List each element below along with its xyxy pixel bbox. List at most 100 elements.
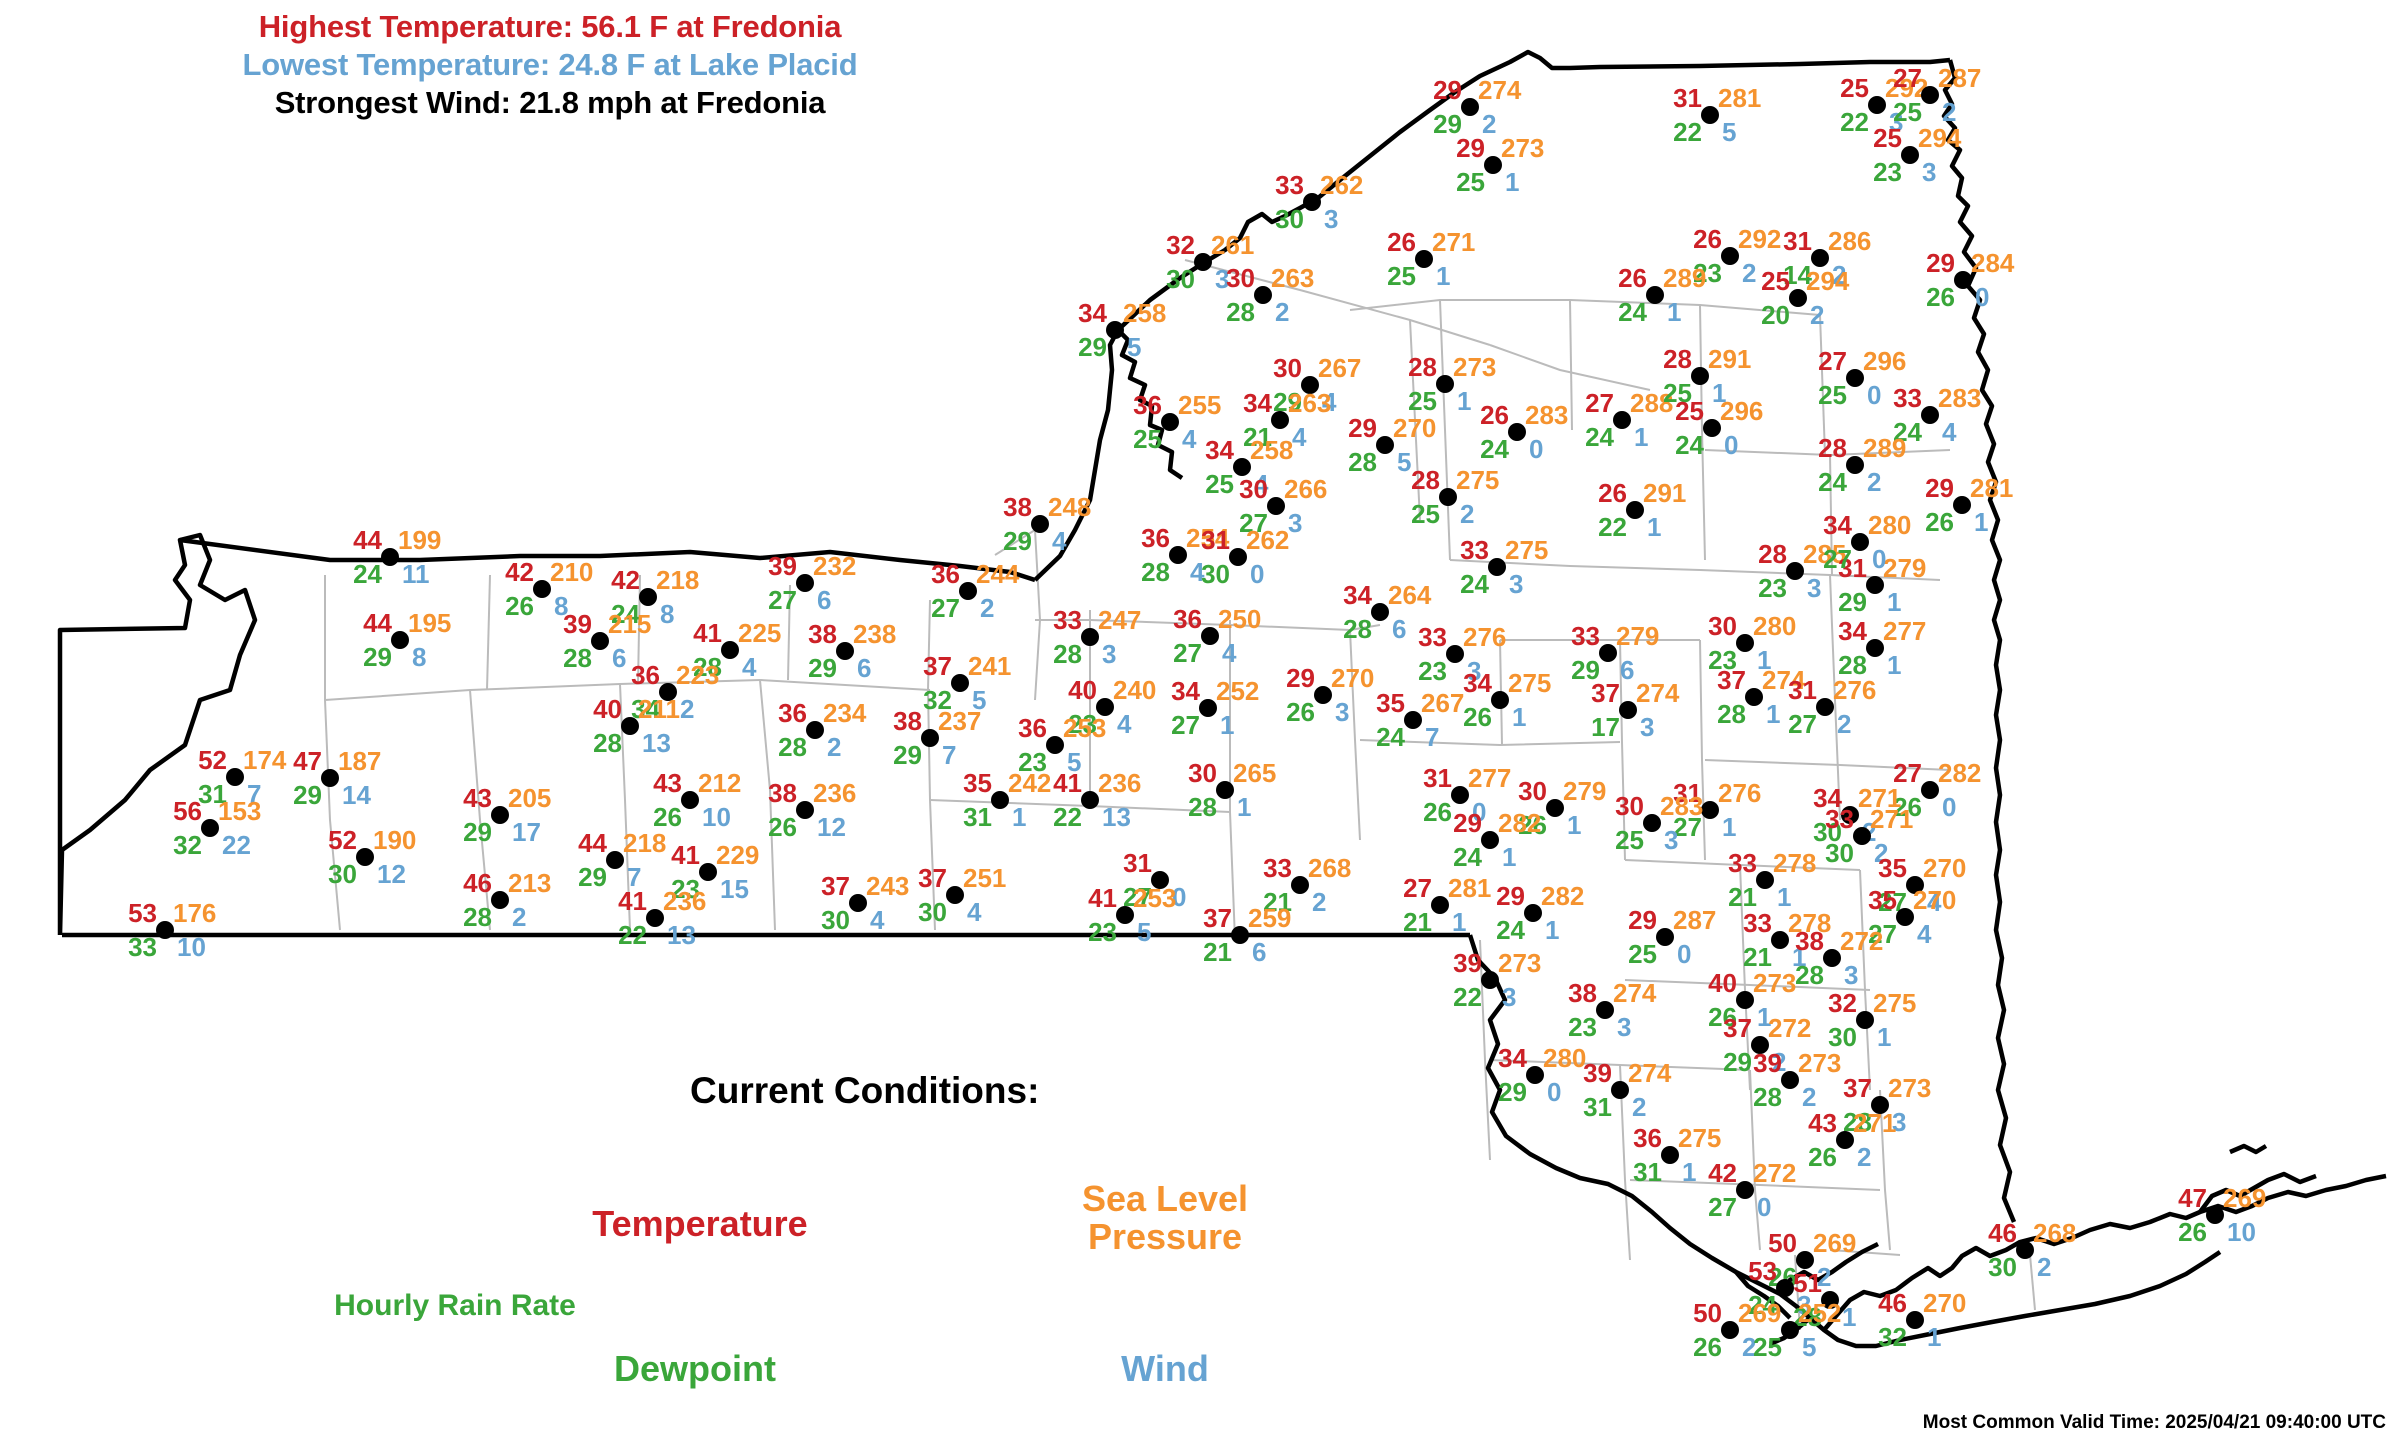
station-dot-icon [921,729,939,747]
station-wind-value: 3 [1807,573,1822,603]
station-dewpoint-value: 20 [1761,300,1790,330]
station-pressure-value: 266 [1284,474,1328,504]
station-pressure-value: 205 [508,783,552,813]
station-dot-icon [991,791,1009,809]
station-pressure-value: 218 [656,565,700,595]
station-dewpoint-value: 24 [1618,297,1647,327]
station-temperature-value: 34 [1838,616,1867,646]
station-dewpoint-value: 23 [1758,573,1787,603]
station-dot-icon [1871,1096,1889,1114]
station-wind-value: 13 [642,728,671,758]
station-wind-value: 22 [222,830,251,860]
station-pressure-value: 243 [866,871,910,901]
station-pressure-value: 263 [1271,263,1315,293]
station-dot-icon [1596,1001,1614,1019]
station-dot-icon [1906,1311,1924,1329]
station-dot-icon [1846,369,1864,387]
station-pressure-value: 292 [1738,224,1782,254]
station-temperature-value: 29 [1926,248,1955,278]
station-dewpoint-value: 23 [1088,917,1117,947]
station-pressure-value: 275 [1678,1123,1722,1153]
station-pressure-value: 268 [2033,1218,2077,1248]
station-temperature-value: 32 [1828,988,1857,1018]
station-dewpoint-value: 23 [1018,747,1047,777]
station-pressure-value: 263 [1288,388,1332,418]
station-dewpoint-value: 24 [611,599,640,629]
station-wind-value: 0 [1867,380,1882,410]
station-temperature-value: 33 [1728,848,1757,878]
station-temperature-value: 36 [1133,390,1162,420]
station-dewpoint-value: 28 [1053,639,1082,669]
station-wind-value: 1 [1927,1322,1942,1352]
station-dewpoint-value: 31 [963,802,992,832]
station-pressure-value: 286 [1828,226,1872,256]
station-wind-value: 3 [1215,264,1230,294]
station-pressure-value: 288 [1630,388,1674,418]
station-temperature-value: 36 [1173,604,1202,634]
station-wind-value: 10 [702,802,731,832]
station-dot-icon [1439,488,1457,506]
station-temperature-value: 27 [1585,388,1614,418]
station-wind-value: 11 [402,559,430,589]
station-temperature-value: 38 [893,706,922,736]
station-wind-value: 1 [1502,842,1517,872]
station-dot-icon [591,632,609,650]
station-dewpoint-value: 28 [1226,297,1255,327]
station-dot-icon [639,588,657,606]
station-temperature-value: 29 [1456,133,1485,163]
station-wind-value: 0 [1529,434,1544,464]
station-wind-value: 5 [1802,1332,1817,1362]
station-dot-icon [646,909,664,927]
station-wind-value: 6 [612,643,627,673]
station-wind-value: 4 [967,897,982,927]
station-dewpoint-value: 27 [1673,812,1702,842]
station-wind-value: 0 [1724,430,1739,460]
station-dot-icon [1771,931,1789,949]
station-pressure-value: 218 [623,828,667,858]
station-dot-icon [1851,533,1869,551]
station-pressure-value: 174 [243,745,287,775]
station-dewpoint-value: 22 [1840,107,1869,137]
station-dewpoint-value: 14 [1783,260,1812,290]
station-dewpoint-value: 24 [1675,430,1704,460]
station-wind-value: 10 [2227,1217,2256,1247]
station-wind-value: 1 [1667,297,1682,327]
station-dot-icon [1866,576,1884,594]
station-temperature-value: 31 [1123,848,1152,878]
summary-header: Highest Temperature: 56.1 F at Fredonia … [0,8,1100,121]
station-dot-icon [1484,156,1502,174]
station-temperature-value: 35 [963,768,992,798]
station-pressure-value: 240 [1113,675,1157,705]
station-pressure-value: 229 [716,840,760,870]
station-temperature-value: 25 [1675,396,1704,426]
station-wind-value: 2 [1802,1082,1817,1112]
station-pressure-value: 267 [1318,353,1362,383]
station-dot-icon [491,891,509,909]
station-wind-value: 8 [660,599,675,629]
station-temperature-value: 34 [1813,783,1842,813]
station-wind-value: 1 [1220,710,1235,740]
station-dewpoint-value: 32 [923,685,952,715]
station-wind-value: 1 [1712,378,1727,408]
station-temperature-value: 34 [1463,668,1492,698]
station-dot-icon [1314,686,1332,704]
station-pressure-value: 273 [1501,133,1545,163]
station-dewpoint-value: 30 [1828,1022,1857,1052]
station-dewpoint-value: 22 [618,920,647,950]
station-dot-icon [1756,871,1774,889]
station-temperature-value: 51 [1793,1268,1822,1298]
station-temperature-value: 44 [363,608,392,638]
station-dewpoint-value: 27 [1788,709,1817,739]
station-dot-icon [1846,456,1864,474]
station-pressure-value: 281 [1718,83,1762,113]
station-dot-icon [1161,413,1179,431]
station-dewpoint-value: 21 [1403,907,1432,937]
station-pressure-value: 281 [1448,873,1492,903]
station-dewpoint-value: 28 [1717,699,1746,729]
station-temperature-value: 33 [1893,383,1922,413]
station-pressure-value: 279 [1563,776,1607,806]
station-temperature-value: 28 [1408,352,1437,382]
station-dewpoint-value: 29 [808,653,837,683]
station-temperature-value: 41 [693,618,722,648]
station-dot-icon [1446,645,1464,663]
